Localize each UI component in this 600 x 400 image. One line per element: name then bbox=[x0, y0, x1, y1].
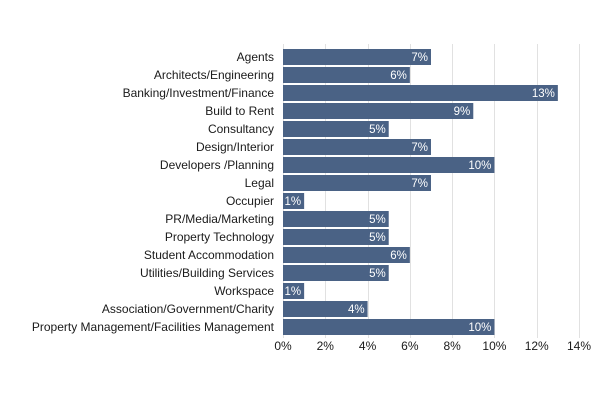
category-label: Developers /Planning bbox=[160, 158, 274, 172]
bar bbox=[283, 103, 474, 119]
category-label: Agents bbox=[237, 50, 274, 64]
bar bbox=[283, 319, 495, 335]
bar bbox=[283, 301, 368, 317]
x-tick-label: 4% bbox=[359, 339, 377, 353]
bar bbox=[283, 211, 389, 227]
bar-data-label: 1% bbox=[285, 196, 302, 208]
category-label: Student Accommodation bbox=[144, 248, 274, 262]
x-tick-label: 6% bbox=[401, 339, 419, 353]
bar-data-label: 6% bbox=[390, 250, 407, 262]
bar-data-label: 13% bbox=[532, 88, 555, 100]
x-tick-label: 8% bbox=[443, 339, 461, 353]
bar-data-label: 5% bbox=[369, 124, 386, 136]
bar-data-label: 7% bbox=[411, 178, 428, 190]
category-label: Build to Rent bbox=[205, 104, 274, 118]
bar-data-label: 6% bbox=[390, 70, 407, 82]
bar bbox=[283, 229, 389, 245]
bar-data-label: 9% bbox=[454, 106, 471, 118]
bar-data-label: 7% bbox=[411, 52, 428, 64]
category-label: Utilities/Building Services bbox=[140, 266, 274, 280]
bar bbox=[283, 121, 389, 137]
bar bbox=[283, 193, 305, 209]
bar bbox=[283, 49, 431, 65]
bar-data-label: 5% bbox=[369, 232, 386, 244]
category-label: Workspace bbox=[214, 284, 274, 298]
x-tick-label: 12% bbox=[525, 339, 549, 353]
category-labels: Agents Architects/Engineering Banking/Inve… bbox=[32, 50, 275, 334]
bar-data-label: 5% bbox=[369, 268, 386, 280]
category-label: Property Technology bbox=[165, 230, 274, 244]
category-label: Consultancy bbox=[208, 122, 274, 136]
bar-data-label: 1% bbox=[285, 286, 302, 298]
bar-data-label: 10% bbox=[468, 322, 491, 334]
bar bbox=[283, 283, 305, 299]
x-tick-label: 14% bbox=[567, 339, 591, 353]
category-label: Occupier bbox=[226, 194, 274, 208]
x-tick-label: 10% bbox=[482, 339, 506, 353]
bar bbox=[283, 139, 431, 155]
bar-data-label: 5% bbox=[369, 214, 386, 226]
category-label: Association/Government/Charity bbox=[102, 302, 274, 316]
category-label: Architects/Engineering bbox=[154, 68, 274, 82]
bar bbox=[283, 175, 431, 191]
category-label: Banking/Investment/Finance bbox=[123, 86, 275, 100]
bar bbox=[283, 85, 558, 101]
bar bbox=[283, 247, 410, 263]
bar bbox=[283, 265, 389, 281]
x-tick-label: 0% bbox=[274, 339, 292, 353]
x-axis-ticks: 0% 2% 4% 6% 8% 10% 12% 14% bbox=[274, 339, 591, 353]
category-label: Legal bbox=[245, 176, 274, 190]
category-label: PR/Media/Marketing bbox=[165, 212, 274, 226]
bars: 7% 6% 13% 9% 5% 7% 10% 7% 1% 5% 5% 6% 5% 1% 4% 10% bbox=[283, 49, 558, 335]
bar bbox=[283, 67, 410, 83]
bar-data-label: 10% bbox=[468, 160, 491, 172]
x-tick-label: 2% bbox=[317, 339, 335, 353]
category-label: Property Management/Facilities Managemen… bbox=[32, 320, 275, 334]
category-label: Design/Interior bbox=[196, 140, 274, 154]
bar bbox=[283, 157, 495, 173]
bar-data-label: 4% bbox=[348, 304, 365, 316]
bar-data-label: 7% bbox=[411, 142, 428, 154]
